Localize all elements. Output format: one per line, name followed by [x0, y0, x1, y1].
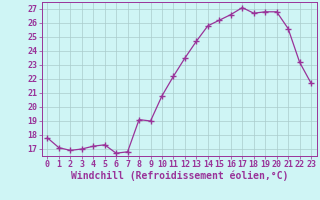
X-axis label: Windchill (Refroidissement éolien,°C): Windchill (Refroidissement éolien,°C) [70, 171, 288, 181]
